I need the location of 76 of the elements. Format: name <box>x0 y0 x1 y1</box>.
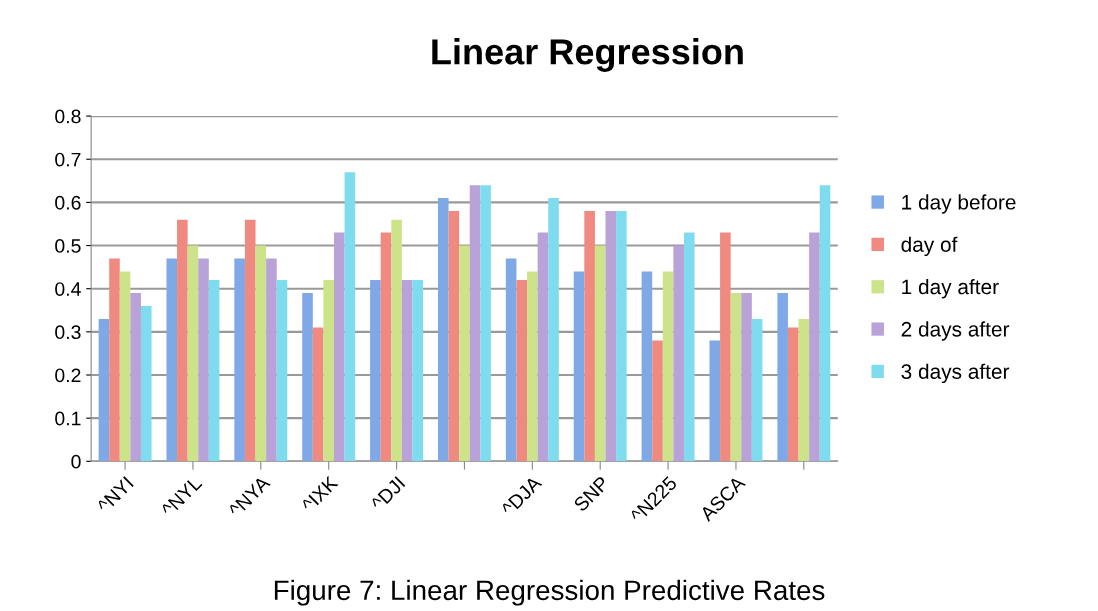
y-tick-label: 0.3 <box>55 325 81 340</box>
bar <box>548 198 559 462</box>
bar <box>527 271 538 462</box>
bar <box>730 293 742 462</box>
y-tick-label: 0.8 <box>55 109 81 124</box>
y-tick-label: 0.2 <box>55 368 81 383</box>
legend-label: 1 day before <box>902 194 1016 214</box>
bar <box>573 271 585 462</box>
bar <box>234 258 245 462</box>
bar <box>584 211 595 462</box>
bar <box>266 258 277 462</box>
bar <box>140 305 152 462</box>
bar <box>109 258 120 462</box>
bar <box>709 340 721 462</box>
bar <box>480 185 491 462</box>
bar <box>401 280 413 462</box>
bar <box>198 258 209 462</box>
legend-label: 3 days after <box>901 363 1010 384</box>
bar <box>119 271 131 462</box>
bar <box>652 340 663 462</box>
bar <box>616 211 627 462</box>
bar <box>391 219 402 462</box>
legend-label: 1 day after <box>902 278 999 299</box>
bar <box>673 245 684 462</box>
x-tick-label: ^IXK <box>300 475 339 514</box>
bar <box>166 258 178 462</box>
bar <box>537 232 549 462</box>
y-tick-label: 0.6 <box>55 195 81 210</box>
x-tick-label: ^DJA <box>500 475 543 517</box>
y-tick-label: 0.5 <box>55 239 81 253</box>
bar <box>437 198 449 462</box>
bar <box>370 280 381 462</box>
bar <box>448 211 460 462</box>
bar <box>380 232 392 462</box>
x-tick-label: ^NYL <box>160 475 203 518</box>
bar <box>683 232 695 462</box>
bar <box>594 245 606 462</box>
bar <box>505 258 517 462</box>
bar <box>662 271 674 462</box>
bar <box>720 232 731 462</box>
bar <box>130 293 141 462</box>
bar <box>459 245 470 462</box>
bar <box>777 293 788 462</box>
bar <box>751 318 763 462</box>
bar <box>819 185 831 462</box>
bar <box>798 318 810 462</box>
bar <box>177 219 188 462</box>
bar <box>641 271 653 462</box>
caption: Figure 7: Linear Regression Predictive Rates <box>274 579 825 606</box>
bar <box>469 185 481 462</box>
bar <box>412 280 424 462</box>
legend-label: day of <box>901 236 958 257</box>
x-tick-label: ^DJI <box>370 476 406 512</box>
bar <box>276 280 288 462</box>
y-tick-label: 0.4 <box>55 282 81 296</box>
y-tick-label: 0.7 <box>55 152 81 167</box>
bar <box>741 293 752 462</box>
bar <box>208 280 220 462</box>
bar <box>516 280 528 462</box>
bar <box>787 327 799 462</box>
bar <box>344 172 356 462</box>
chart-title: Linear Regression <box>432 38 743 72</box>
bar <box>605 211 617 462</box>
y-tick-label: 0 <box>71 454 81 469</box>
x-tick-label: ^NYI <box>96 476 134 514</box>
legend-label: 2 days after <box>901 321 1010 341</box>
bar <box>809 232 820 462</box>
bar <box>334 232 345 462</box>
bar <box>323 280 334 462</box>
bar <box>255 245 267 462</box>
bar <box>302 293 313 462</box>
y-tick-label: 0.1 <box>55 411 81 426</box>
bar <box>244 219 256 462</box>
bar <box>312 327 324 462</box>
bar <box>98 318 110 462</box>
bar <box>187 245 199 462</box>
